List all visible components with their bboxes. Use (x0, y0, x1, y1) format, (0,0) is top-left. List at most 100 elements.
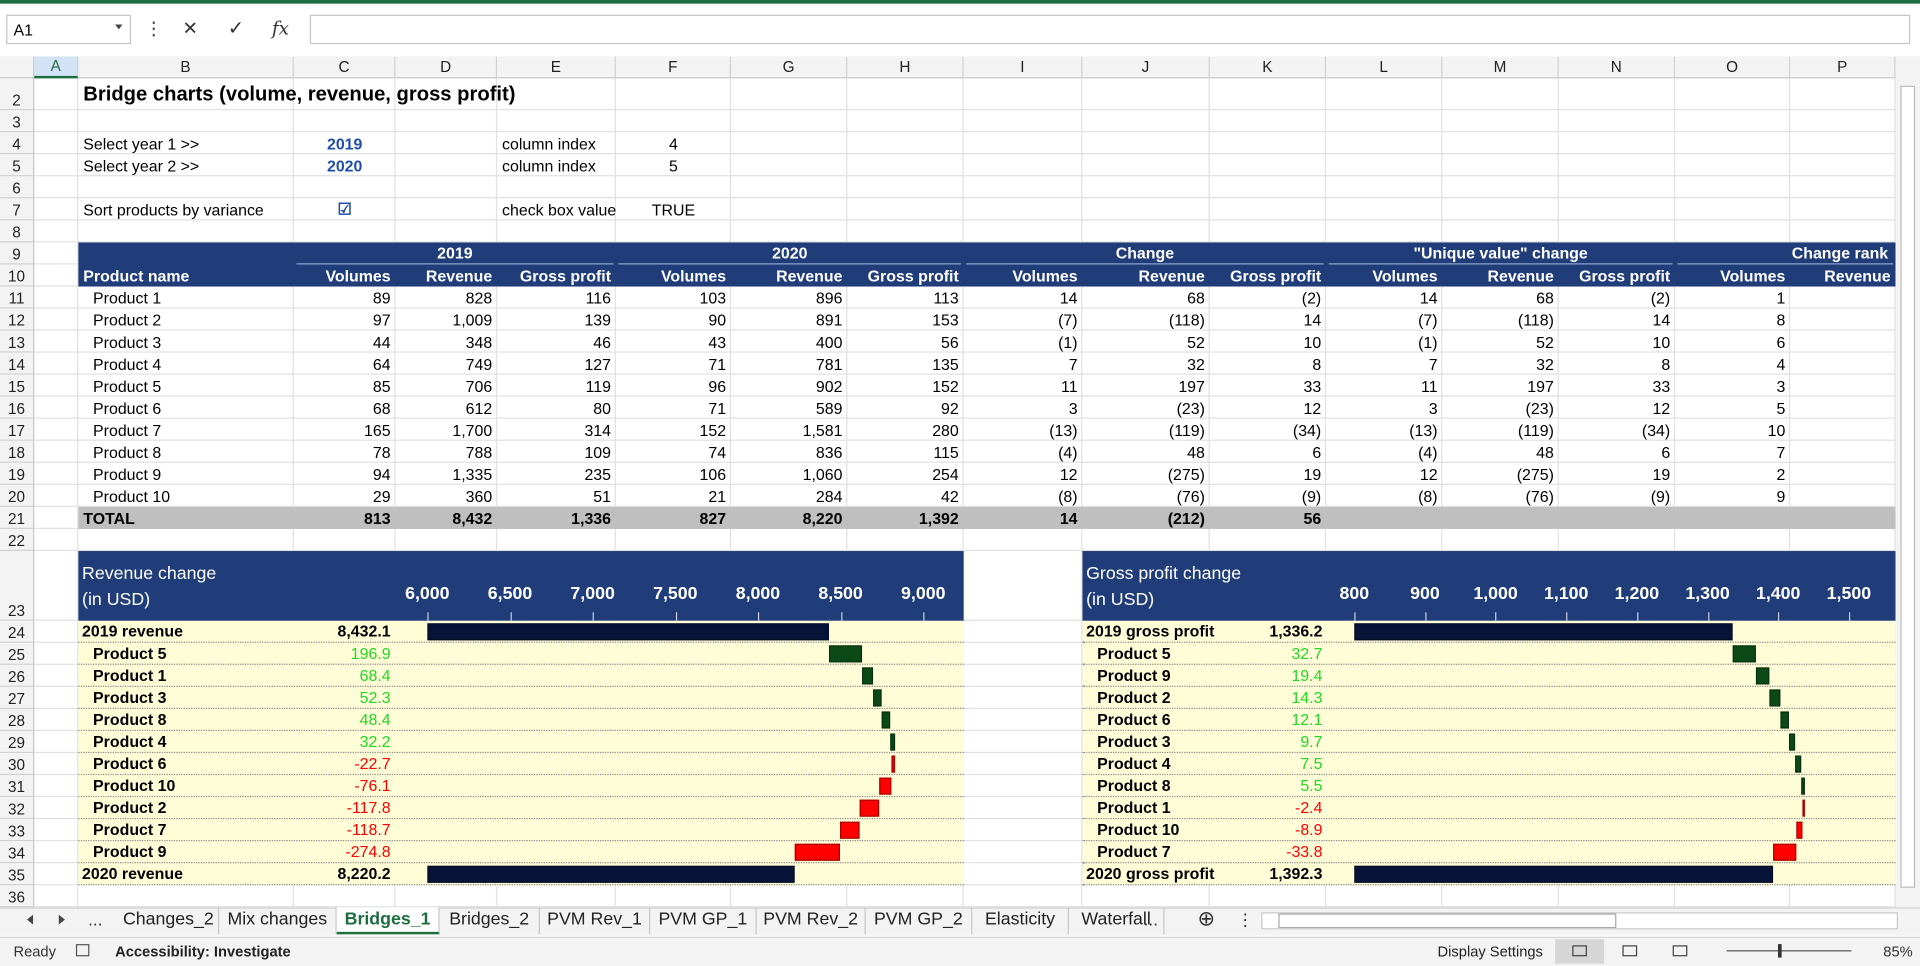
display-settings[interactable]: Display Settings (1437, 942, 1543, 961)
row-divider (1082, 641, 1896, 643)
row-divider (1082, 773, 1896, 776)
table-value: 589 (815, 398, 843, 417)
value-label: 68.4 (359, 666, 391, 685)
row-divider (78, 751, 964, 754)
table-value: 78 (372, 442, 391, 462)
x-tick-label: 900 (1410, 584, 1440, 604)
worksheet: A B C D E F G H I J K L M N O P 2 3 4 5 6 7 8 9 10 11 12 13 14 15 16 17… (0, 56, 1896, 908)
column-header: E (497, 56, 616, 79)
zoom-thumb[interactable] (1777, 944, 1782, 958)
value-label: 9.7 (1300, 732, 1323, 751)
sheet-tab[interactable]: PVM Rev_1 (540, 907, 651, 935)
zoom-slider[interactable] (1726, 950, 1852, 952)
product-name: Product 10 (93, 486, 171, 506)
view-normal[interactable] (1555, 939, 1605, 964)
row-header: 9 (0, 242, 35, 265)
grid-col-line (846, 78, 848, 908)
product-name: Product 8 (93, 442, 162, 462)
sheet-tab[interactable]: Waterfall (1069, 907, 1165, 935)
column-title: Volumes (1372, 266, 1438, 285)
waterfall-bar (1772, 843, 1797, 861)
value-label: -118.7 (346, 820, 391, 839)
x-tick-label: 8,000 (735, 584, 781, 604)
enter-button[interactable]: ✓ (227, 18, 245, 40)
category-label: Product 2 (1097, 688, 1171, 707)
row-header: 13 (0, 330, 35, 353)
grid-row-line (34, 153, 1896, 155)
x-tick-mark (1848, 612, 1851, 621)
table-value: 284 (815, 486, 843, 506)
x-tick-label: 1,200 (1614, 584, 1660, 604)
row-divider (1082, 751, 1896, 754)
value-label: 32.2 (359, 732, 391, 751)
sheet-tab[interactable]: PVM GP_1 (650, 907, 757, 935)
zoom-level[interactable]: 85% (1883, 942, 1913, 961)
table-value: 94 (372, 464, 391, 484)
table-value: (34) (1292, 420, 1322, 439)
column-title: Revenue (776, 266, 843, 285)
grid-row-line (34, 549, 1896, 552)
table-value: 896 (815, 288, 843, 307)
x-tick-label: 1,100 (1544, 584, 1589, 604)
value-label: 7.5 (1300, 754, 1323, 773)
table-value: 68 (372, 398, 391, 417)
table-value: (275) (1516, 464, 1554, 484)
tab-more-right[interactable]: ... (1143, 909, 1158, 930)
product-name: Product 2 (93, 310, 162, 329)
grid-row-line (34, 197, 1896, 199)
table-value: 74 (708, 442, 727, 462)
sheet-tab[interactable]: Changes_2 (119, 907, 220, 935)
table-value: 400 (815, 332, 843, 351)
row-header: 31 (0, 775, 35, 798)
view-break-icon[interactable] (1672, 945, 1688, 957)
waterfall-bar (427, 623, 830, 641)
table-value: (23) (1176, 398, 1205, 417)
x-tick-mark (1707, 612, 1709, 621)
view-normal-icon[interactable] (1572, 945, 1587, 957)
category-label: Product 8 (1097, 776, 1171, 795)
grid-row-line (34, 395, 1896, 397)
sheet-tab[interactable]: PVM Rev_2 (757, 907, 866, 935)
view-layout-icon[interactable] (1622, 945, 1638, 957)
grid-row-line (34, 131, 1896, 133)
table-value: 1,700 (452, 420, 493, 439)
sheet-tab[interactable]: PVM GP_2 (866, 907, 973, 935)
table-value: (76) (1176, 486, 1205, 506)
row-header: 36 (0, 885, 35, 908)
sheet-tab[interactable]: Mix changes (219, 907, 337, 935)
x-tick-label: 8,500 (818, 584, 863, 604)
grid-col-line (1557, 78, 1559, 908)
value-label: -76.1 (354, 776, 391, 795)
v-thumb[interactable] (1900, 85, 1916, 888)
table-value: 51 (593, 486, 612, 506)
grid-col-line (1081, 78, 1083, 908)
row-divider (78, 641, 964, 643)
h-thumb[interactable] (1278, 913, 1617, 929)
sheet-tab[interactable]: Bridges_2 (440, 907, 541, 935)
sheet-tab[interactable]: Elasticity (972, 907, 1069, 935)
sheet-tab[interactable]: Bridges_1 (336, 907, 440, 935)
row-header: 2 (0, 78, 35, 111)
function-button[interactable]: fx (271, 17, 289, 40)
name-box[interactable]: A1 (6, 14, 132, 45)
formula-input[interactable] (309, 14, 1911, 45)
table-value: 14 (1652, 310, 1671, 329)
table-value: 828 (465, 288, 493, 307)
tab-more[interactable]: ... (88, 909, 103, 930)
grid-col-line (1788, 78, 1791, 908)
tab-next[interactable] (58, 914, 65, 925)
table-value: 1,581 (802, 420, 843, 439)
category-label: 2019 revenue (82, 622, 183, 641)
waterfall-bar (839, 821, 860, 839)
input-value: ☑ (337, 199, 352, 218)
add-sheet[interactable]: ⊕ (1197, 907, 1216, 931)
category-label: Product 5 (93, 644, 167, 663)
cancel-button[interactable]: ✕ (182, 18, 198, 40)
tab-menu[interactable]: ⋮ (1236, 909, 1254, 930)
tab-prev[interactable] (26, 914, 34, 925)
table-value: 32 (1187, 354, 1205, 373)
grid-col-line (1441, 78, 1443, 908)
table-value: 52 (1187, 332, 1205, 351)
accessibility-status[interactable]: Accessibility: Investigate (115, 942, 291, 961)
value-label: 1,336.2 (1269, 622, 1323, 641)
